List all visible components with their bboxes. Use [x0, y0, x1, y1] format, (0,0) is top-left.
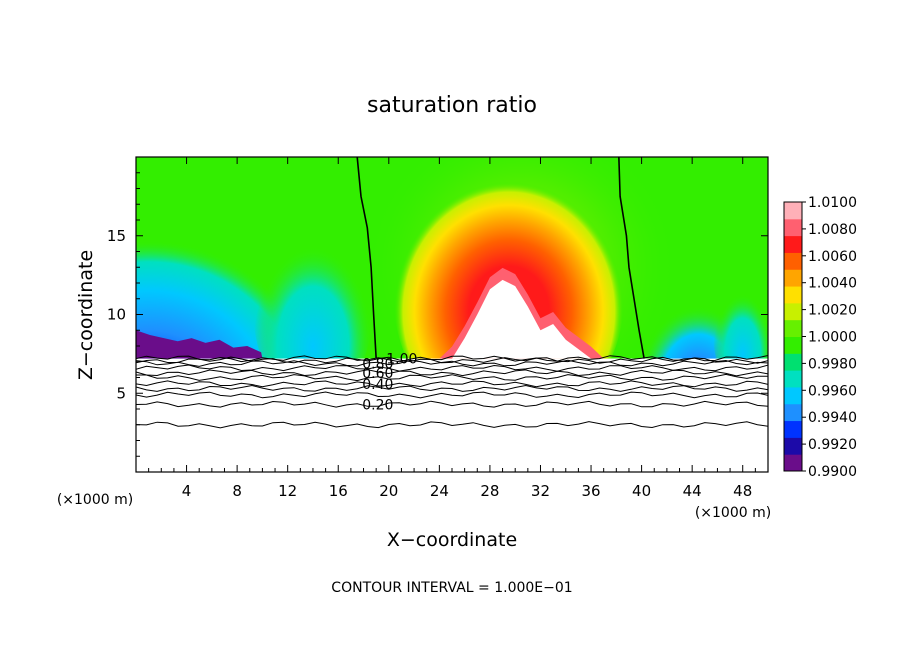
subsaturated-region	[136, 358, 768, 472]
contour-label: 0.40	[362, 377, 393, 393]
x-axis: 4 8 12 16 20 24 28 32 36 40 44 48	[148, 157, 756, 500]
colorbar: 1.0100 1.0080 1.0060 1.0040 1.0020 1.0000 0.99…	[783, 195, 857, 480]
colorbar-swatch	[784, 269, 802, 287]
colorbar-label: 1.0040	[808, 276, 857, 292]
contour-label: 0.80	[362, 356, 393, 372]
x-tick-label: 20	[379, 482, 398, 500]
contour-line	[136, 380, 768, 388]
y-tick-label: 5	[116, 384, 126, 402]
y-axis: 5 10 15	[107, 172, 768, 457]
colorbar-swatch	[784, 420, 802, 438]
colorbar-swatch	[784, 302, 802, 321]
colorbar-swatch	[784, 437, 802, 455]
x-tick-label: 4	[182, 482, 192, 500]
contour-line	[136, 356, 768, 364]
colorbar-swatch	[784, 202, 802, 220]
colorbar-swatch	[784, 286, 802, 304]
x-unit-left: (×1000 m)	[57, 492, 133, 508]
colorbar-swatch	[784, 319, 802, 337]
x-tick-label: 8	[232, 482, 242, 500]
y-tick-label: 10	[107, 306, 126, 324]
colorbar-label: 1.0100	[808, 195, 857, 211]
colorbar-swatch	[784, 218, 802, 237]
colorbar-swatch	[784, 454, 802, 472]
colorbar-swatch	[784, 235, 802, 253]
contour-line	[136, 421, 768, 429]
contour-label: 1.00	[386, 352, 417, 368]
colorbar-label: 0.9940	[808, 410, 857, 426]
contour-line	[136, 364, 768, 372]
colorbar-label: 1.0060	[808, 249, 857, 265]
y-axis-title: Z−coordinate	[75, 250, 97, 380]
chart-title: saturation ratio	[367, 93, 537, 118]
colorbar-swatch	[784, 252, 802, 270]
colorbar-label: 0.9900	[808, 464, 857, 480]
colorbar-swatch	[784, 353, 802, 371]
contour-line	[136, 373, 768, 382]
contour-line	[136, 391, 768, 399]
contour-label: 0.60	[362, 366, 393, 382]
contour-line	[136, 384, 768, 392]
x-tick-label: 32	[531, 482, 550, 500]
contour-line	[136, 369, 768, 377]
colorbar-swatch	[784, 370, 802, 388]
colorbar-label: 1.0020	[808, 303, 857, 319]
y-tick-label: 15	[107, 227, 126, 245]
contour-unity-0	[356, 157, 377, 359]
x-axis-title: X−coordinate	[387, 529, 517, 551]
x-unit-right: (×1000 m)	[695, 505, 771, 521]
colorbar-label: 0.9960	[808, 383, 857, 399]
colorbar-label: 0.9980	[808, 356, 857, 372]
colorbar-label: 1.0000	[808, 330, 857, 346]
colorbar-label: 0.9920	[808, 437, 857, 453]
contour-label: 0.20	[362, 397, 393, 413]
plot-field	[136, 157, 768, 472]
lowest-ratio-band	[136, 330, 263, 359]
contour-line	[136, 359, 768, 367]
x-tick-label: 24	[430, 482, 449, 500]
colorbar-swatch	[784, 386, 802, 405]
contour-unity-1	[618, 157, 645, 359]
contour-line	[136, 355, 768, 363]
cloud-interior	[452, 279, 592, 359]
colorbar-swatch	[784, 336, 802, 354]
x-tick-label: 40	[632, 482, 651, 500]
x-tick-label: 48	[733, 482, 752, 500]
colorbar-swatch	[784, 403, 802, 422]
x-tick-label: 16	[329, 482, 348, 500]
x-tick-label: 12	[278, 482, 297, 500]
contour-interval-note: CONTOUR INTERVAL = 1.000E−01	[331, 580, 572, 596]
x-tick-label: 28	[480, 482, 499, 500]
x-tick-label: 44	[683, 482, 702, 500]
x-tick-label: 36	[581, 482, 600, 500]
contour-line	[136, 400, 768, 408]
colorbar-label: 1.0080	[808, 222, 857, 238]
